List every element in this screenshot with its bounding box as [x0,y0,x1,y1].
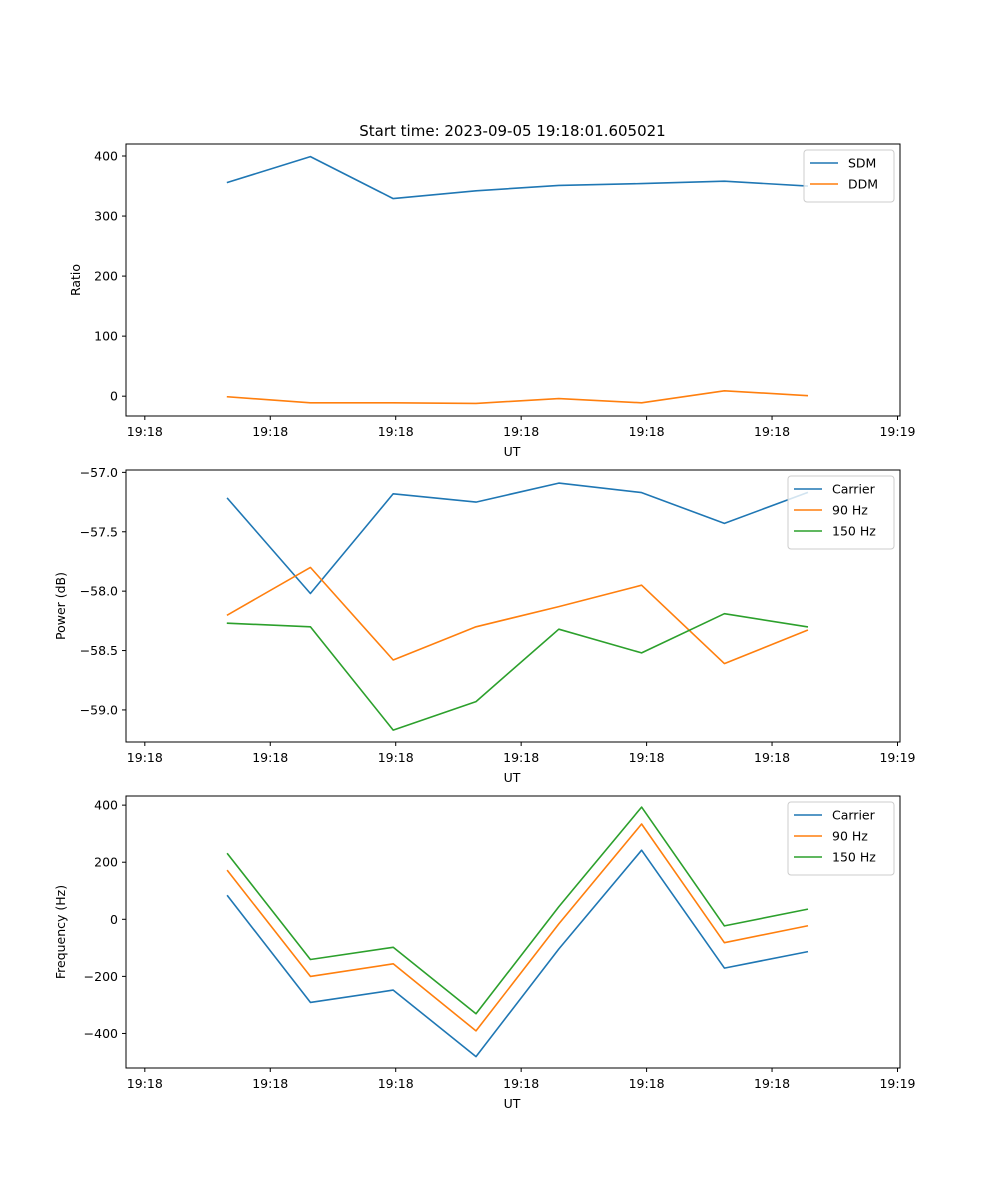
legend: SDM DDM [803,149,895,203]
x-tick-label: 19:19 [879,424,915,439]
x-tick-label: 19:18 [754,424,790,439]
x-tick-label: 19:18 [629,750,665,765]
legend-label-carrier: Carrier [832,482,876,497]
series-line-90-hz [226,566,809,665]
legend-label-90-hz: 90 Hz [832,829,868,844]
x-tick-label: 19:18 [503,424,539,439]
x-axis-label: UT [504,1096,521,1111]
x-tick-label: 19:18 [127,424,163,439]
y-tick-label: −57.5 [80,524,118,539]
x-tick-label: 19:18 [252,750,288,765]
x-tick-label: 19:19 [879,750,915,765]
y-tick-label: 200 [94,855,118,870]
x-axis-label: UT [504,770,521,785]
y-tick-label: −200 [84,969,118,984]
subplots: 19:18 19:18 19:18 19:18 19:18 19:18 19:19 0 100 2… [53,143,916,1111]
x-tick-label: 19:18 [754,750,790,765]
y-tick-label: 400 [94,798,118,813]
chart-title: Start time: 2023-09-05 19:18:01.605021 [359,122,665,140]
series-line-sdm [226,155,809,200]
series-line-ddm [226,389,809,405]
y-tick-label: 300 [94,209,118,224]
legend-label-150-hz: 150 Hz [832,850,876,865]
legend-label-sdm: SDM [848,156,876,171]
y-axis-label: Ratio [68,264,83,296]
axes-frame [125,795,901,1069]
y-tick-label: 0 [110,389,118,404]
x-tick-label: 19:18 [378,1076,414,1091]
legend-label-150-hz: 150 Hz [832,524,876,539]
y-tick-label: 100 [94,329,118,344]
axes-frame [125,143,901,417]
legend-label-carrier: Carrier [832,808,876,823]
x-axis-label: UT [504,444,521,459]
x-tick-label: 19:19 [879,1076,915,1091]
x-tick-label: 19:18 [378,750,414,765]
series-line-150-hz [226,806,809,1015]
x-tick-label: 19:18 [629,1076,665,1091]
y-tick-label: −59.0 [80,702,118,717]
y-axis-label: Frequency (Hz) [53,885,68,979]
y-tick-label: −400 [84,1026,118,1041]
x-tick-label: 19:18 [252,1076,288,1091]
y-tick-label: 400 [94,149,118,164]
subplot-frequency: 19:18 19:18 19:18 19:18 19:18 19:18 19:19 400 20… [53,795,916,1111]
y-tick-label: −58.5 [80,643,118,658]
subplot-ratio: 19:18 19:18 19:18 19:18 19:18 19:18 19:19 0 100 2… [68,143,916,459]
subplot-power: 19:18 19:18 19:18 19:18 19:18 19:18 19:19 −57.0… [53,465,916,785]
x-tick-label: 19:18 [127,750,163,765]
x-tick-label: 19:18 [629,424,665,439]
y-tick-label: −58.0 [80,584,118,599]
x-tick-label: 19:18 [378,424,414,439]
series-line-carrier [226,482,809,595]
y-axis-label: Power (dB) [53,572,68,640]
x-tick-label: 19:18 [754,1076,790,1091]
series-line-carrier [226,849,809,1058]
series-line-90-hz [226,823,809,1032]
x-tick-label: 19:18 [252,424,288,439]
legend: Carrier 90 Hz 150 Hz [787,475,895,550]
x-tick-label: 19:18 [127,1076,163,1091]
x-tick-label: 19:18 [503,1076,539,1091]
y-tick-label: −57.0 [80,465,118,480]
legend-label-90-hz: 90 Hz [832,503,868,518]
axes-frame [125,469,901,743]
y-tick-label: 0 [110,912,118,927]
series-line-150-hz [226,612,809,731]
x-tick-label: 19:18 [503,750,539,765]
legend: Carrier 90 Hz 150 Hz [787,801,895,876]
y-tick-label: 200 [94,269,118,284]
legend-label-ddm: DDM [848,177,878,192]
